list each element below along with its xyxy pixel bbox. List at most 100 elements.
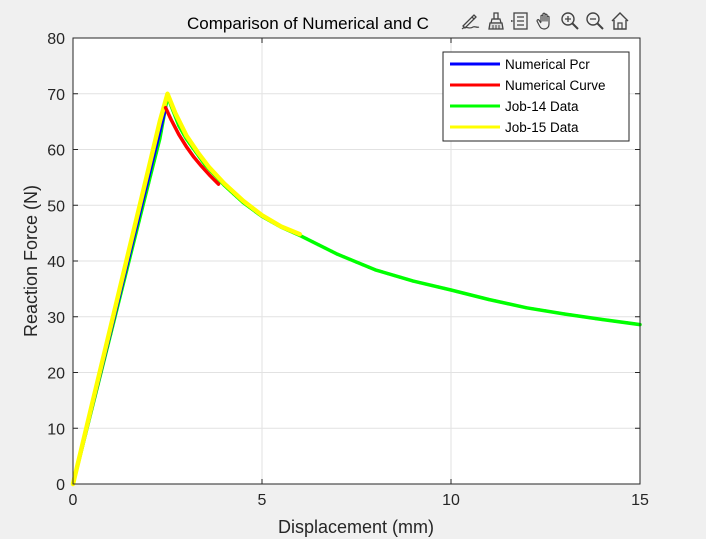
data-point-job-14-data (606, 318, 611, 322)
y-tick-label: 40 (47, 254, 65, 271)
data-point-job-15-data (159, 114, 163, 119)
y-tick-label: 60 (47, 143, 65, 160)
data-point-job-14-data (310, 240, 314, 244)
data-tips-button[interactable] (508, 9, 531, 33)
data-point-job-14-data (348, 257, 352, 262)
data-point-job-15-data (90, 403, 94, 407)
edit-plot-button[interactable] (458, 9, 481, 33)
data-point-job-14-data (613, 319, 617, 323)
data-point-job-14-data (556, 311, 560, 315)
data-point-job-14-data (361, 263, 365, 267)
data-point-job-15-data (160, 110, 165, 114)
zoom-out-button[interactable] (583, 9, 606, 33)
y-tick-label: 10 (47, 421, 65, 438)
data-point-job-14-data (329, 249, 333, 253)
data-point-job-15-data (228, 187, 233, 191)
data-point-job-14-data (506, 302, 510, 306)
legend[interactable]: Numerical Pcr Numerical Curve Job-14 Data J… (442, 51, 630, 142)
data-point-job-15-data (182, 130, 187, 134)
data-point-job-14-data (386, 272, 390, 276)
data-point-job-14-data (518, 304, 522, 309)
data-point-job-14-data (417, 280, 422, 285)
data-point-job-15-data (173, 111, 177, 115)
data-point-job-14-data (550, 310, 554, 314)
axes-toolbar (456, 9, 633, 33)
data-point-job-14-data (392, 273, 396, 278)
legend-entries: Numerical Pcr Numerical Curve Job-14 Data J… (450, 57, 606, 135)
data-point-job-15-data (118, 285, 122, 289)
data-point-job-15-data (181, 126, 185, 130)
data-point-job-15-data (279, 224, 283, 229)
data-point-job-15-data (238, 196, 242, 200)
data-point-job-15-data (269, 219, 274, 223)
axis-ticks: 0 5 10 15 0 10 20 30 40 50 60 70 80 (47, 31, 649, 509)
data-point-job-14-data (380, 270, 384, 274)
data-point-job-14-data (342, 255, 346, 259)
data-point-job-15-data (121, 271, 125, 276)
data-point-job-15-data (109, 324, 113, 328)
data-point-job-15-data (124, 258, 129, 262)
data-point-job-15-data (263, 215, 267, 219)
data-point-job-15-data (288, 228, 292, 232)
pan-button[interactable] (533, 9, 556, 33)
data-point-job-14-data (499, 300, 503, 304)
data-point-job-15-data (235, 193, 239, 197)
zoom-in-button[interactable] (558, 9, 581, 33)
data-point-job-15-data (192, 145, 196, 149)
data-point-job-15-data (147, 166, 151, 171)
data-point-job-14-data (632, 322, 636, 326)
data-point-job-14-data (367, 265, 371, 269)
home-icon (611, 12, 628, 30)
data-point-job-15-data (164, 96, 168, 100)
data-point-job-14-data (562, 312, 567, 316)
data-point-job-15-data (220, 179, 224, 183)
x-axis-label: Displacement (mm) (278, 517, 434, 537)
data-point-job-14-data (373, 268, 377, 272)
data-point-job-14-data (462, 291, 466, 295)
data-point-job-14-data (594, 317, 598, 321)
data-point-job-15-data (112, 311, 116, 315)
data-point-job-15-data (131, 232, 135, 236)
data-point-job-15-data (210, 168, 214, 172)
data-point-job-15-data (257, 211, 261, 215)
zoom-out-icon (585, 12, 604, 30)
home-button[interactable] (608, 9, 631, 33)
data-point-job-14-data (525, 306, 529, 310)
y-tick-label: 20 (47, 366, 65, 383)
data-point-job-15-data (285, 227, 289, 231)
data-point-job-15-data (198, 153, 202, 157)
data-point-job-14-data (443, 286, 447, 291)
y-tick-label: 80 (47, 31, 65, 48)
data-point-job-14-data (430, 283, 434, 288)
y-tick-label: 30 (47, 310, 65, 327)
data-point-job-15-data (247, 204, 251, 208)
data-point-job-15-data (217, 176, 221, 180)
data-point-job-15-data (244, 201, 248, 205)
data-point-job-15-data (137, 206, 141, 210)
brush-button[interactable] (483, 9, 506, 33)
data-point-job-15-data (143, 179, 148, 184)
data-point-job-15-data (175, 114, 179, 119)
data-point-job-14-data (399, 275, 403, 279)
y-tick-label: 50 (47, 198, 65, 215)
data-point-job-15-data (196, 150, 200, 154)
legend-label-numerical-curve: Numerical Curve (505, 78, 606, 93)
y-tick-label: 0 (56, 477, 65, 494)
data-point-job-14-data (487, 297, 491, 302)
data-point-job-15-data (96, 377, 100, 381)
data-point-job-15-data (169, 101, 173, 105)
data-point-job-15-data (167, 95, 171, 99)
data-point-job-15-data (295, 231, 299, 235)
data-point-job-15-data (201, 158, 206, 162)
data-point-job-14-data (625, 321, 630, 325)
data-point-job-15-data (254, 208, 258, 213)
legend-box[interactable] (442, 51, 630, 142)
data-point-job-15-data (184, 133, 188, 138)
x-tick-label: 10 (442, 492, 460, 509)
zoom-in-icon (560, 12, 579, 30)
data-point-job-15-data (74, 469, 78, 473)
data-point-job-14-data (354, 260, 359, 264)
data-point-job-15-data (152, 143, 156, 147)
data-point-job-14-data (411, 279, 415, 283)
data-point-job-15-data (99, 363, 103, 368)
